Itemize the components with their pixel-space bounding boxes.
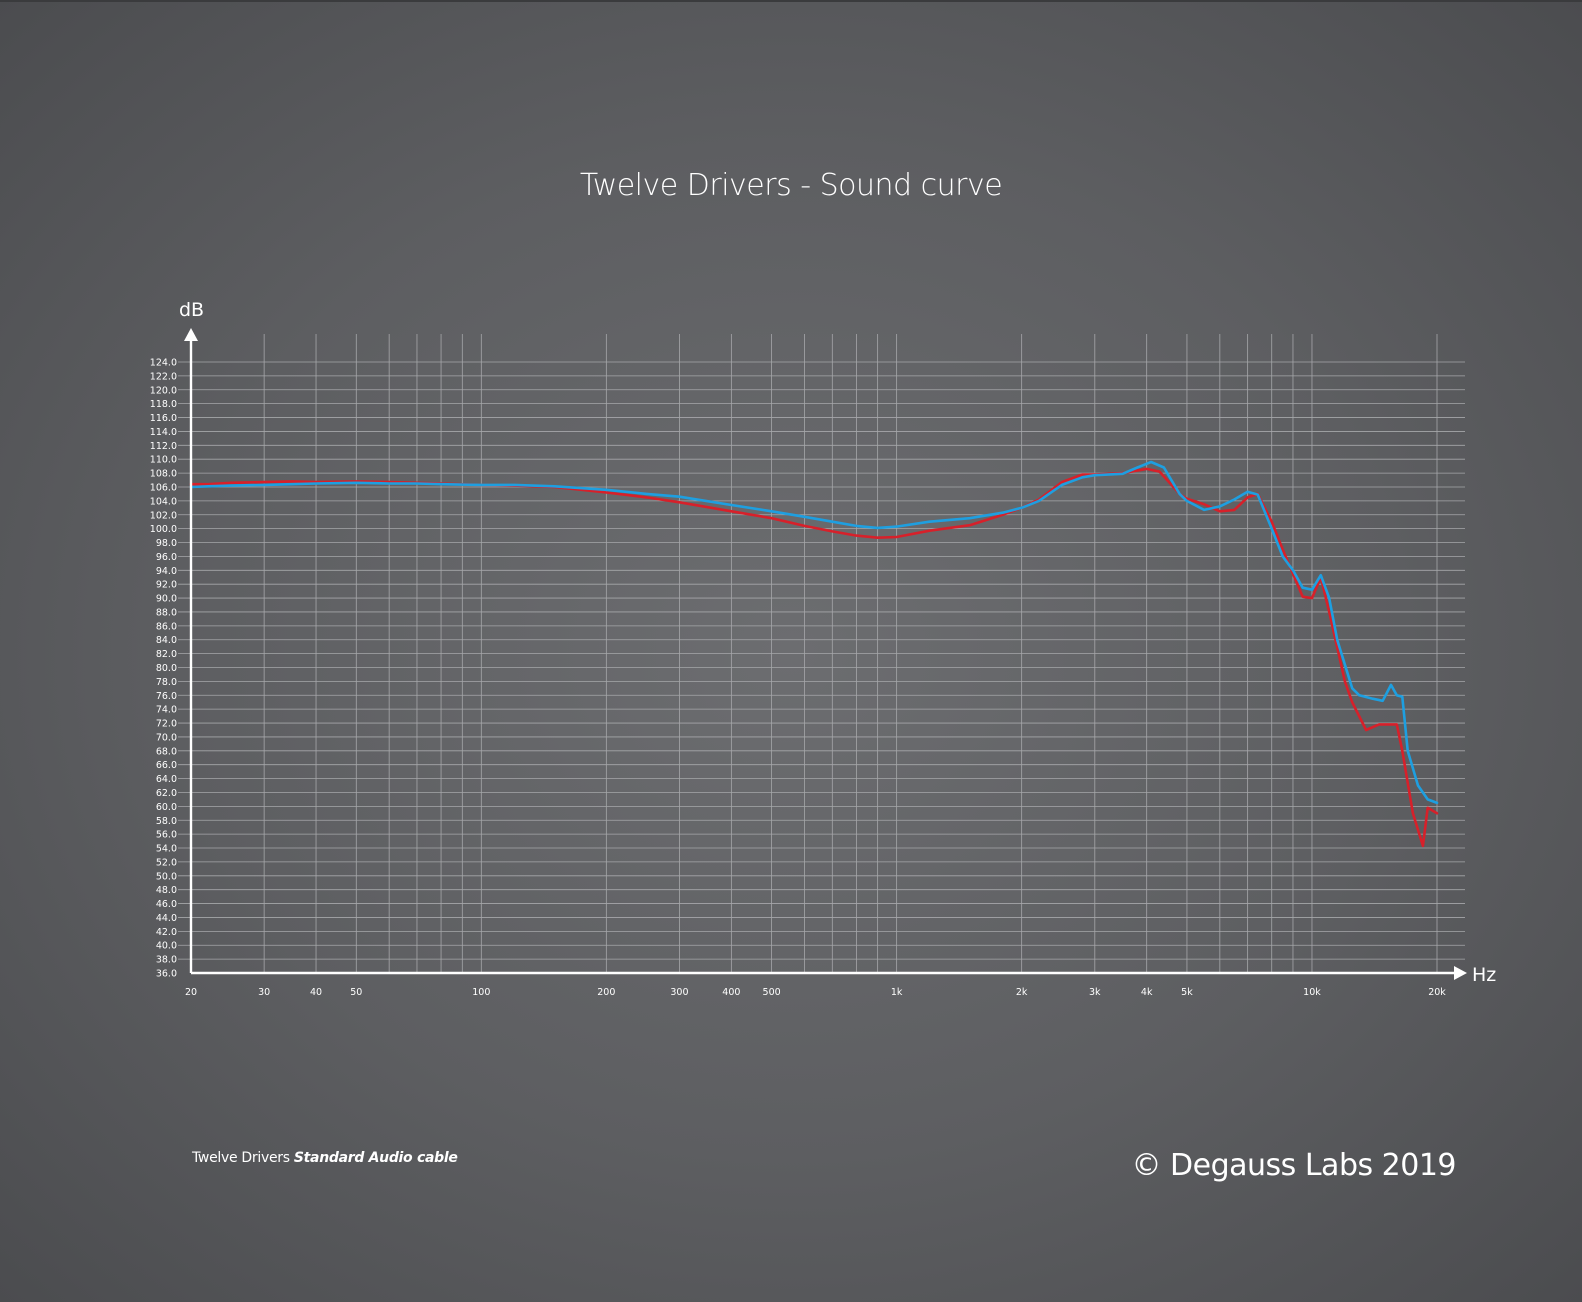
y-tick-label: 80.0 <box>156 663 177 674</box>
chart-title: Twelve Drivers - Sound curve <box>579 168 1003 203</box>
y-tick-label: 68.0 <box>156 746 177 757</box>
grid <box>178 334 1465 973</box>
y-tick-label: 38.0 <box>156 955 177 966</box>
x-tick-label: 20 <box>185 987 197 998</box>
x-tick-label: 40 <box>310 987 322 998</box>
y-tick-label: 66.0 <box>156 760 177 771</box>
y-tick-label: 52.0 <box>156 857 177 868</box>
y-tick-label: 40.0 <box>156 941 177 952</box>
y-tick-label: 100.0 <box>150 524 177 535</box>
x-axis-arrow <box>1454 966 1467 980</box>
y-tick-label: 64.0 <box>156 774 177 785</box>
y-tick-label: 92.0 <box>156 580 177 591</box>
y-tick-label: 86.0 <box>156 621 177 632</box>
x-tick-label: 30 <box>258 987 270 998</box>
x-tick-label: 10k <box>1303 987 1321 998</box>
y-tick-labels: 36.0 38.0 40.0 42.0 44.0 46.0 48.0 50.0 52.0 54.0… <box>150 358 177 980</box>
y-tick-label: 58.0 <box>156 816 177 827</box>
series-line-1 <box>189 467 1439 848</box>
y-tick-label: 72.0 <box>156 719 177 730</box>
y-tick-label: 96.0 <box>156 552 177 563</box>
y-tick-label: 88.0 <box>156 607 177 618</box>
x-tick-label: 200 <box>597 987 615 998</box>
y-axis-label: dB <box>179 299 204 321</box>
y-tick-label: 42.0 <box>156 927 177 938</box>
y-tick-label: 74.0 <box>156 705 177 716</box>
x-tick-label: 500 <box>763 987 781 998</box>
y-tick-label: 102.0 <box>150 510 177 521</box>
y-tick-label: 120.0 <box>150 385 177 396</box>
axes <box>184 328 1467 980</box>
y-tick-label: 62.0 <box>156 788 177 799</box>
x-tick-label: 2k <box>1016 987 1028 998</box>
y-tick-label: 112.0 <box>150 441 177 452</box>
y-tick-label: 56.0 <box>156 830 177 841</box>
top-border <box>0 0 1582 2</box>
cable-caption: Twelve Drivers Standard Audio cable <box>192 1150 458 1166</box>
y-tick-label: 116.0 <box>150 413 177 424</box>
x-tick-label: 1k <box>891 987 903 998</box>
y-tick-label: 118.0 <box>150 399 177 410</box>
y-tick-label: 54.0 <box>156 844 177 855</box>
caption-emphasis: Standard Audio cable <box>293 1150 458 1166</box>
y-tick-label: 60.0 <box>156 802 177 813</box>
x-axis-label: Hz <box>1472 964 1496 986</box>
series-line-2 <box>189 460 1439 805</box>
caption-prefix: Twelve Drivers <box>192 1150 294 1166</box>
y-tick-label: 108.0 <box>150 469 177 480</box>
y-tick-label: 82.0 <box>156 649 177 660</box>
y-tick-label: 122.0 <box>150 371 177 382</box>
y-tick-label: 114.0 <box>150 427 177 438</box>
y-tick-label: 50.0 <box>156 871 177 882</box>
y-tick-label: 110.0 <box>150 455 177 466</box>
x-tick-label: 50 <box>350 987 362 998</box>
y-tick-label: 124.0 <box>150 358 177 369</box>
y-tick-label: 46.0 <box>156 899 177 910</box>
x-tick-labels: 20 30 40 50 100 200 300 400 500 1k 2k 3k 4k 5k 10k 20k <box>185 987 1446 998</box>
y-tick-label: 94.0 <box>156 566 177 577</box>
y-tick-label: 48.0 <box>156 885 177 896</box>
y-tick-label: 36.0 <box>156 969 177 980</box>
y-tick-label: 90.0 <box>156 594 177 605</box>
copyright: © Degauss Labs 2019 <box>1131 1148 1457 1183</box>
y-tick-label: 78.0 <box>156 677 177 688</box>
y-tick-label: 84.0 <box>156 635 177 646</box>
x-tick-label: 20k <box>1428 987 1446 998</box>
y-tick-label: 98.0 <box>156 538 177 549</box>
y-axis-arrow <box>184 328 198 341</box>
x-tick-label: 400 <box>722 987 740 998</box>
y-tick-label: 104.0 <box>150 496 177 507</box>
y-tick-label: 44.0 <box>156 913 177 924</box>
series-lines <box>189 460 1439 848</box>
x-tick-label: 300 <box>670 987 688 998</box>
y-tick-label: 70.0 <box>156 732 177 743</box>
y-tick-label: 76.0 <box>156 691 177 702</box>
x-tick-label: 100 <box>472 987 490 998</box>
y-tick-label: 106.0 <box>150 482 177 493</box>
x-tick-label: 3k <box>1089 987 1101 998</box>
x-tick-label: 4k <box>1141 987 1153 998</box>
x-tick-label: 5k <box>1181 987 1193 998</box>
